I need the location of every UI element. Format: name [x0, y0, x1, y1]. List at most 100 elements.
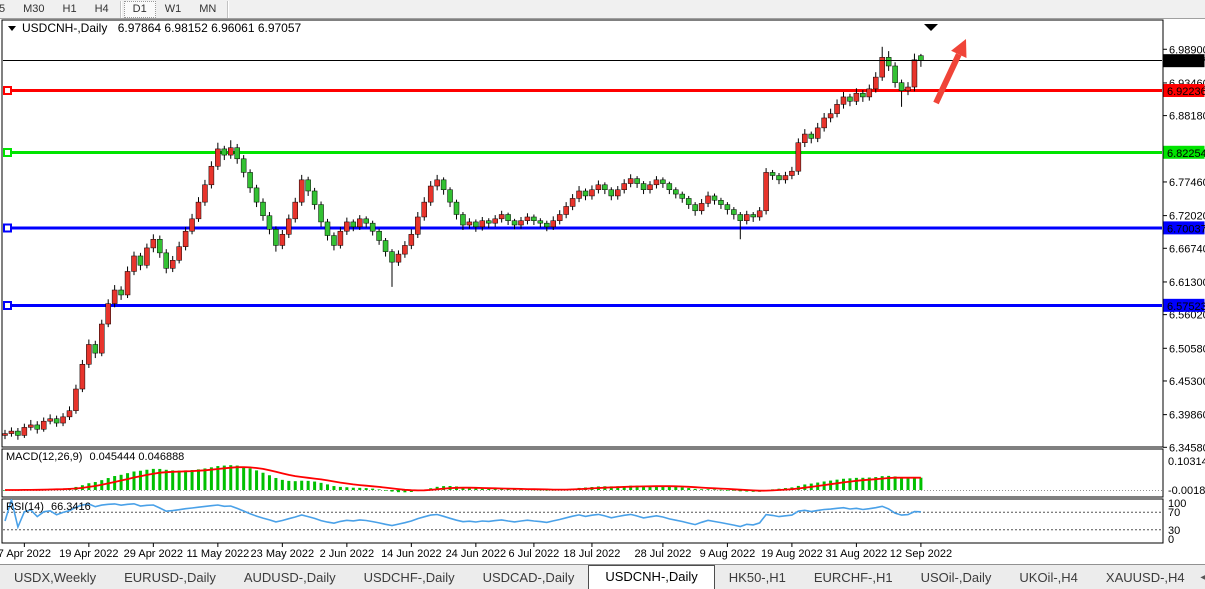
- candle: [337, 230, 344, 246]
- tab-usdcnh-daily[interactable]: USDCNH-,Daily: [588, 565, 715, 589]
- line-anchor-marker[interactable]: [3, 300, 12, 310]
- candle: [569, 198, 576, 207]
- tab-ukoil-h4[interactable]: UKOil-,H4: [1019, 570, 1078, 585]
- candle: [66, 410, 73, 418]
- candle: [847, 96, 853, 102]
- line-anchor-marker[interactable]: [3, 86, 12, 96]
- macd-histogram-bar: [119, 474, 123, 491]
- macd-histogram-bar: [874, 477, 878, 491]
- candle: [873, 76, 879, 90]
- tab-xauusd-h4[interactable]: XAUUSD-,H4: [1105, 570, 1185, 585]
- macd-histogram-bar: [267, 475, 271, 491]
- tab-eurchf-h1[interactable]: EURCHF-,H1: [813, 570, 893, 585]
- macd-histogram-bar: [171, 470, 175, 491]
- candle: [627, 178, 634, 184]
- macd-histogram-bar: [235, 465, 239, 491]
- timeframe-button-5[interactable]: 5: [0, 2, 6, 15]
- macd-axis-max-label: 0.103149: [1168, 456, 1205, 468]
- timeframe-button-h4[interactable]: H4: [94, 2, 109, 15]
- candle: [460, 214, 466, 226]
- date-tick-label: 29 Apr 2022: [124, 548, 183, 560]
- tab-usdchf-daily[interactable]: USDCHF-,Daily: [363, 570, 455, 585]
- tab-scroll-left-icon[interactable]: ◄: [1198, 572, 1205, 582]
- candle: [369, 222, 376, 232]
- tab-scroll-controls: ◄ ►: [1199, 565, 1205, 589]
- timeframe-button-m30[interactable]: M30: [23, 2, 45, 15]
- macd-label: MACD(12,26,9) 0.045444 0.046888: [6, 451, 184, 463]
- macd-histogram-bar: [242, 466, 246, 491]
- tab-hk50-h1[interactable]: HK50-,H1: [728, 570, 786, 585]
- candle: [492, 218, 498, 224]
- macd-histogram-bar: [887, 475, 891, 491]
- candle: [466, 221, 473, 226]
- date-tick-label: 6 Jul 2022: [509, 548, 560, 560]
- timeframe-button-d1[interactable]: D1: [123, 0, 156, 18]
- candle: [524, 216, 531, 221]
- trend-arrow-icon[interactable]: [951, 39, 967, 59]
- tab-eurusd-daily[interactable]: EURUSD-,Daily: [124, 570, 216, 585]
- candle: [705, 195, 711, 204]
- chart-ohlc-values: 6.97864 6.98152 6.96061 6.97057: [118, 21, 302, 35]
- candle: [789, 170, 795, 176]
- date-tick-label: 24 Jun 2022: [446, 548, 507, 560]
- tab-audusd-daily[interactable]: AUDUSD-,Daily: [243, 570, 336, 585]
- line-anchor-marker[interactable]: [3, 147, 12, 157]
- line-anchor-marker[interactable]: [3, 223, 12, 233]
- candle: [782, 175, 789, 181]
- candle: [408, 234, 415, 246]
- candle: [99, 323, 105, 354]
- toolbar-separator: [227, 0, 230, 18]
- macd-histogram-bar: [306, 480, 310, 491]
- macd-histogram-bar: [880, 476, 884, 491]
- main-chart-panel[interactable]: [1, 19, 1164, 448]
- tab-usdx-weekly[interactable]: USDX,Weekly: [14, 570, 97, 585]
- trend-arrow-shaft[interactable]: [933, 53, 962, 105]
- candle: [53, 418, 60, 424]
- macd-histogram-bar: [229, 465, 233, 491]
- tab-usdcad-daily[interactable]: USDCAD-,Daily: [482, 570, 575, 585]
- current-price-badge: [1163, 54, 1205, 68]
- macd-histogram-bar: [706, 489, 710, 491]
- rsi-series: [4, 499, 921, 530]
- price-tick-label: 6.66740: [1169, 243, 1205, 255]
- macd-histogram-bar: [861, 477, 865, 491]
- candle: [124, 271, 131, 296]
- candle: [608, 189, 615, 197]
- chart-dropdown-triangle-icon[interactable]: [8, 26, 16, 31]
- candle: [273, 229, 279, 246]
- candle: [266, 215, 273, 230]
- macd-histogram-bar: [693, 488, 697, 491]
- macd-histogram-bar: [506, 489, 510, 491]
- macd-histogram-bar: [680, 487, 684, 491]
- tab-usoil-daily[interactable]: USOil-,Daily: [920, 570, 992, 585]
- date-tick-label: 14 Jun 2022: [381, 548, 442, 560]
- candle: [195, 201, 202, 220]
- macd-histogram-bar: [126, 473, 130, 491]
- candle: [421, 201, 427, 218]
- date-tick-label: 18 Jul 2022: [564, 548, 621, 560]
- macd-histogram-bar: [287, 480, 291, 491]
- candle: [427, 185, 434, 203]
- rsi-panel[interactable]: [1, 498, 1164, 544]
- svg-text:USDCNH-,Daily 6.97864 6.: USDCNH-,Daily 6.97864 6.98152 6.96061 6.…: [22, 21, 302, 35]
- candle: [821, 117, 827, 129]
- candle: [40, 420, 47, 430]
- candle: [898, 82, 905, 91]
- candle: [621, 183, 627, 190]
- price-tick-label: 6.50580: [1169, 343, 1205, 355]
- candle: [86, 344, 92, 365]
- timeframe-button-mn[interactable]: MN: [199, 2, 217, 15]
- candle: [827, 113, 834, 119]
- macd-histogram-bar: [919, 477, 923, 491]
- trading-chart[interactable]: USDCNH-,Daily 6.97864 6.98152 6.96061 6.…: [0, 19, 1205, 564]
- macd-histogram-bar: [474, 488, 478, 491]
- timeframe-button-w1[interactable]: W1: [164, 2, 182, 15]
- candle: [879, 57, 885, 78]
- candle: [111, 289, 118, 304]
- candle: [905, 86, 911, 91]
- candle: [350, 221, 357, 228]
- timeframe-button-h1[interactable]: H1: [62, 2, 77, 15]
- candle: [402, 245, 408, 255]
- candle: [724, 204, 731, 210]
- macd-histogram-bar: [674, 486, 678, 491]
